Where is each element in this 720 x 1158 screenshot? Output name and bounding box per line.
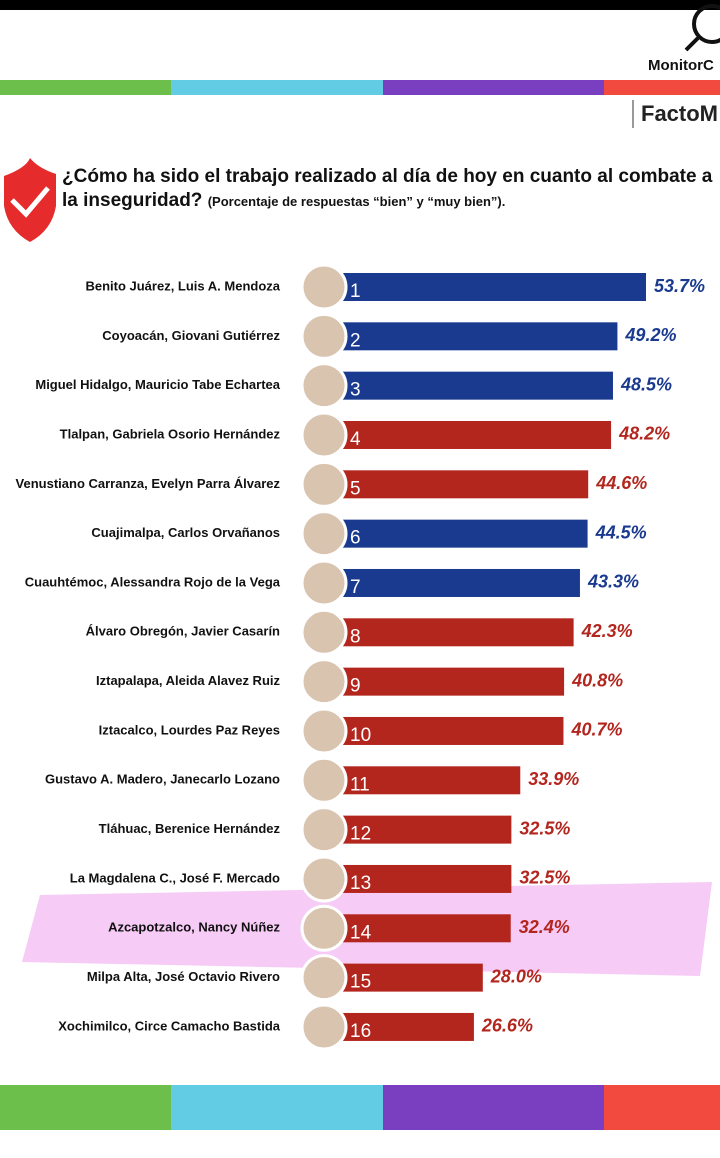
avatar xyxy=(300,658,348,706)
avatar xyxy=(300,460,348,508)
category-label: Coyoacán, Giovani Gutiérrez xyxy=(102,328,280,343)
category-label: Miguel Hidalgo, Mauricio Tabe Echartea xyxy=(35,377,280,392)
chart-title: ¿Cómo ha sido el trabajo realizado al dí… xyxy=(62,166,713,211)
value-label: 49.2% xyxy=(624,325,676,345)
avatar xyxy=(300,362,348,410)
avatar xyxy=(300,904,348,952)
rank: 6 xyxy=(350,528,361,549)
rank: 3 xyxy=(350,380,361,401)
shield-icon xyxy=(4,158,56,242)
title-block: ¿Cómo ha sido el trabajo realizado al dí… xyxy=(62,165,718,214)
value-label: 33.9% xyxy=(528,769,579,789)
rank: 8 xyxy=(350,626,361,647)
value-label: 28.0% xyxy=(490,966,542,986)
bar xyxy=(305,716,564,745)
rank: 4 xyxy=(350,429,361,450)
rank: 11 xyxy=(350,774,370,795)
value-label: 43.3% xyxy=(587,572,639,592)
category-label: Milpa Alta, José Octavio Rivero xyxy=(87,969,280,984)
value-label: 44.5% xyxy=(595,522,647,542)
value-label: 32.5% xyxy=(519,818,570,838)
category-label: Álvaro Obregón, Javier Casarín xyxy=(86,624,280,639)
top-strip xyxy=(0,0,720,10)
avatar xyxy=(300,855,348,903)
sub-brand: FactoM xyxy=(641,101,718,126)
bar xyxy=(305,470,589,499)
category-label: Iztacalco, Lourdes Paz Reyes xyxy=(99,722,280,737)
avatar xyxy=(300,756,348,804)
category-label: Xochimilco, Circe Camacho Bastida xyxy=(58,1018,281,1033)
rank: 5 xyxy=(350,478,361,499)
category-label: Venustiano Carranza, Evelyn Parra Álvare… xyxy=(16,476,281,491)
rank: 13 xyxy=(350,873,371,894)
category-label: Cuajimalpa, Carlos Orvañanos xyxy=(91,525,280,540)
bar xyxy=(305,618,574,647)
rank: 14 xyxy=(350,922,372,943)
bar xyxy=(305,322,618,351)
rank: 16 xyxy=(350,1021,371,1042)
category-label: Tláhuac, Berenice Hernández xyxy=(99,821,281,836)
bar xyxy=(305,568,580,597)
category-label: Benito Juárez, Luis A. Mendoza xyxy=(85,278,280,293)
category-label: La Magdalena C., José F. Mercado xyxy=(70,870,280,885)
avatar xyxy=(300,510,348,558)
value-label: 32.4% xyxy=(519,917,570,937)
rank: 15 xyxy=(350,972,371,993)
avatar xyxy=(300,263,348,311)
bar xyxy=(305,420,612,449)
logo-icon xyxy=(684,4,720,52)
value-label: 40.7% xyxy=(570,720,622,740)
category-label: Gustavo A. Madero, Janecarlo Lozano xyxy=(45,772,280,787)
avatar xyxy=(300,559,348,607)
value-label: 40.8% xyxy=(571,670,623,690)
rank: 7 xyxy=(350,577,361,598)
category-label: Iztapalapa, Aleida Alavez Ruiz xyxy=(96,673,280,688)
value-label: 32.5% xyxy=(519,868,570,888)
color-band-bottom xyxy=(0,1085,720,1130)
category-label: Tlalpan, Gabriela Osorio Hernández xyxy=(60,426,281,441)
category-label: Azcapotzalco, Nancy Núñez xyxy=(108,920,280,935)
bar xyxy=(305,273,646,301)
value-label: 42.3% xyxy=(581,621,633,641)
avatar xyxy=(300,806,348,854)
avatar xyxy=(300,312,348,360)
avatar xyxy=(300,1003,348,1051)
avatar xyxy=(300,608,348,656)
value-label: 26.6% xyxy=(481,1016,533,1036)
avatar xyxy=(300,954,348,1002)
avatar xyxy=(300,707,348,755)
bar xyxy=(305,519,588,548)
rank: 1 xyxy=(350,281,361,302)
rank: 10 xyxy=(350,725,371,746)
value-label: 48.5% xyxy=(620,374,672,394)
rank: 2 xyxy=(350,330,361,351)
category-label: Cuauhtémoc, Alessandra Rojo de la Vega xyxy=(25,574,281,589)
chart-subtitle: (Porcentaje de respuestas “bien” y “muy … xyxy=(207,194,506,209)
value-label: 53.7% xyxy=(654,276,705,296)
bar xyxy=(305,371,613,400)
rank: 9 xyxy=(350,676,361,697)
avatar xyxy=(300,411,348,459)
brand: MonitorC xyxy=(648,57,714,74)
bar xyxy=(305,667,565,696)
value-label: 48.2% xyxy=(618,424,670,444)
value-label: 44.6% xyxy=(595,473,647,493)
color-band-top xyxy=(0,80,720,95)
rank: 12 xyxy=(350,824,371,845)
